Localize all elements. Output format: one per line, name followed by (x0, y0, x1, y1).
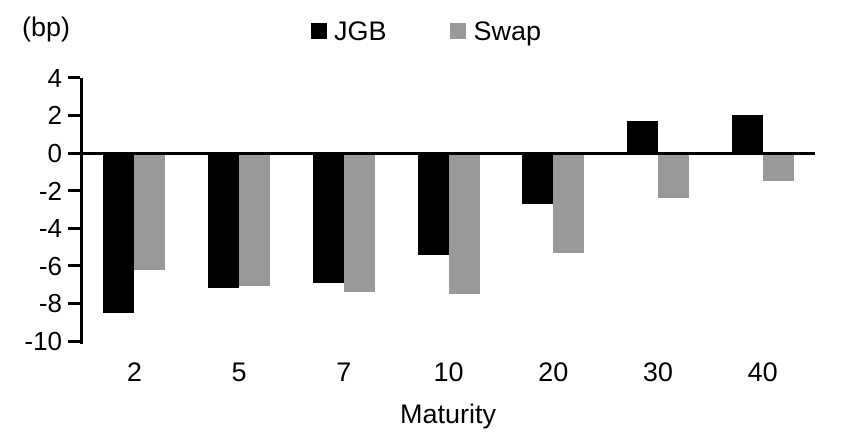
bar-swap-10 (448, 153, 480, 294)
legend-item-swap: Swap (450, 16, 541, 46)
x-category-label: 2 (126, 357, 142, 387)
bar-swap-40 (762, 153, 794, 182)
y-tick-label: 4 (47, 62, 62, 93)
bar-swap-5 (239, 153, 271, 287)
legend-label-swap: Swap (473, 16, 542, 46)
y-tick-mark (68, 301, 80, 305)
y-tick-label: 2 (47, 100, 62, 131)
y-axis-unit-label: (bp) (22, 12, 71, 42)
y-tick-mark (68, 264, 80, 268)
bar-swap-2 (134, 153, 166, 270)
jgb-legend-swatch (310, 23, 327, 39)
x-category-label: 40 (747, 357, 778, 387)
bar-jgb-30 (626, 121, 658, 153)
x-axis-title: Maturity (399, 399, 497, 429)
bar-jgb-10 (417, 153, 449, 255)
bar-jgb-5 (208, 153, 240, 289)
y-tick-label: -4 (38, 213, 62, 244)
y-axis-line (80, 77, 83, 344)
y-tick-mark (68, 76, 80, 80)
swap-legend-swatch (450, 23, 467, 39)
x-category-label: 30 (642, 357, 673, 387)
bar-jgb-40 (731, 115, 763, 153)
x-category-label: 5 (231, 357, 247, 387)
legend: JGB Swap (0, 16, 852, 46)
bar-jgb-7 (312, 153, 344, 283)
y-tick-label: -10 (24, 326, 62, 356)
bar-jgb-2 (103, 153, 135, 313)
y-tick-label: -2 (38, 175, 62, 206)
y-tick-mark (68, 226, 80, 230)
y-tick-label: -8 (38, 288, 62, 319)
y-tick-mark (68, 189, 80, 193)
legend-label-jgb: JGB (333, 16, 387, 46)
x-category-label: 7 (336, 357, 352, 387)
y-tick-label: -6 (38, 250, 62, 281)
bar-swap-20 (553, 153, 585, 253)
y-tick-mark (68, 339, 80, 343)
y-tick-label: 0 (47, 138, 62, 168)
x-category-label: 20 (538, 357, 569, 387)
bar-jgb-20 (522, 153, 554, 204)
legend-item-jgb: JGB (310, 16, 387, 46)
bar-swap-7 (343, 153, 375, 293)
bar-swap-30 (657, 153, 689, 199)
y-tick-mark (68, 151, 80, 155)
y-tick-mark (68, 113, 80, 117)
x-category-label: 10 (433, 357, 464, 387)
x-axis-zero-line (80, 151, 815, 155)
